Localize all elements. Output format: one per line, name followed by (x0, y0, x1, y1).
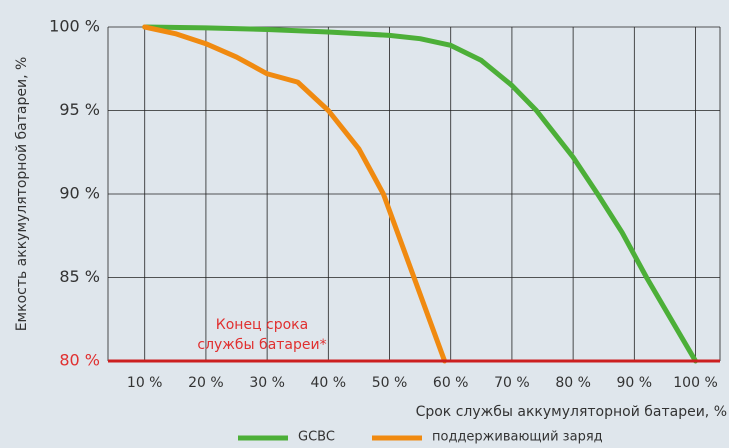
x-tick-label: 10 % (127, 375, 163, 391)
y-tick-label: 95 % (59, 100, 100, 119)
legend-label: поддерживающий заряд (432, 430, 603, 445)
x-tick-label: 20 % (188, 375, 224, 391)
y-tick-label: 100 % (49, 17, 100, 36)
annotation: Конец срока (216, 317, 308, 333)
annotation: службы батареи* (197, 337, 326, 353)
y-tick-label: 85 % (59, 267, 100, 286)
y-axis-label: Емкость аккумуляторной батареи, % (14, 57, 30, 332)
x-tick-label: 30 % (249, 375, 285, 391)
x-tick-label: 80 % (555, 375, 591, 391)
y-tick-label: 90 % (59, 184, 100, 203)
series-line (142, 24, 699, 364)
x-tick-label: 100 % (673, 375, 717, 391)
x-tick-label: 70 % (494, 375, 530, 391)
legend-label: GCBC (298, 430, 335, 445)
x-tick-label: 90 % (617, 375, 653, 391)
y-tick-label: 80 % (59, 351, 100, 370)
series-line (142, 24, 448, 364)
x-tick-label: 50 % (372, 375, 408, 391)
x-axis-label: Срок службы аккумуляторной батареи, % (416, 404, 727, 420)
x-tick-label: 40 % (311, 375, 347, 391)
x-tick-label: 60 % (433, 375, 469, 391)
